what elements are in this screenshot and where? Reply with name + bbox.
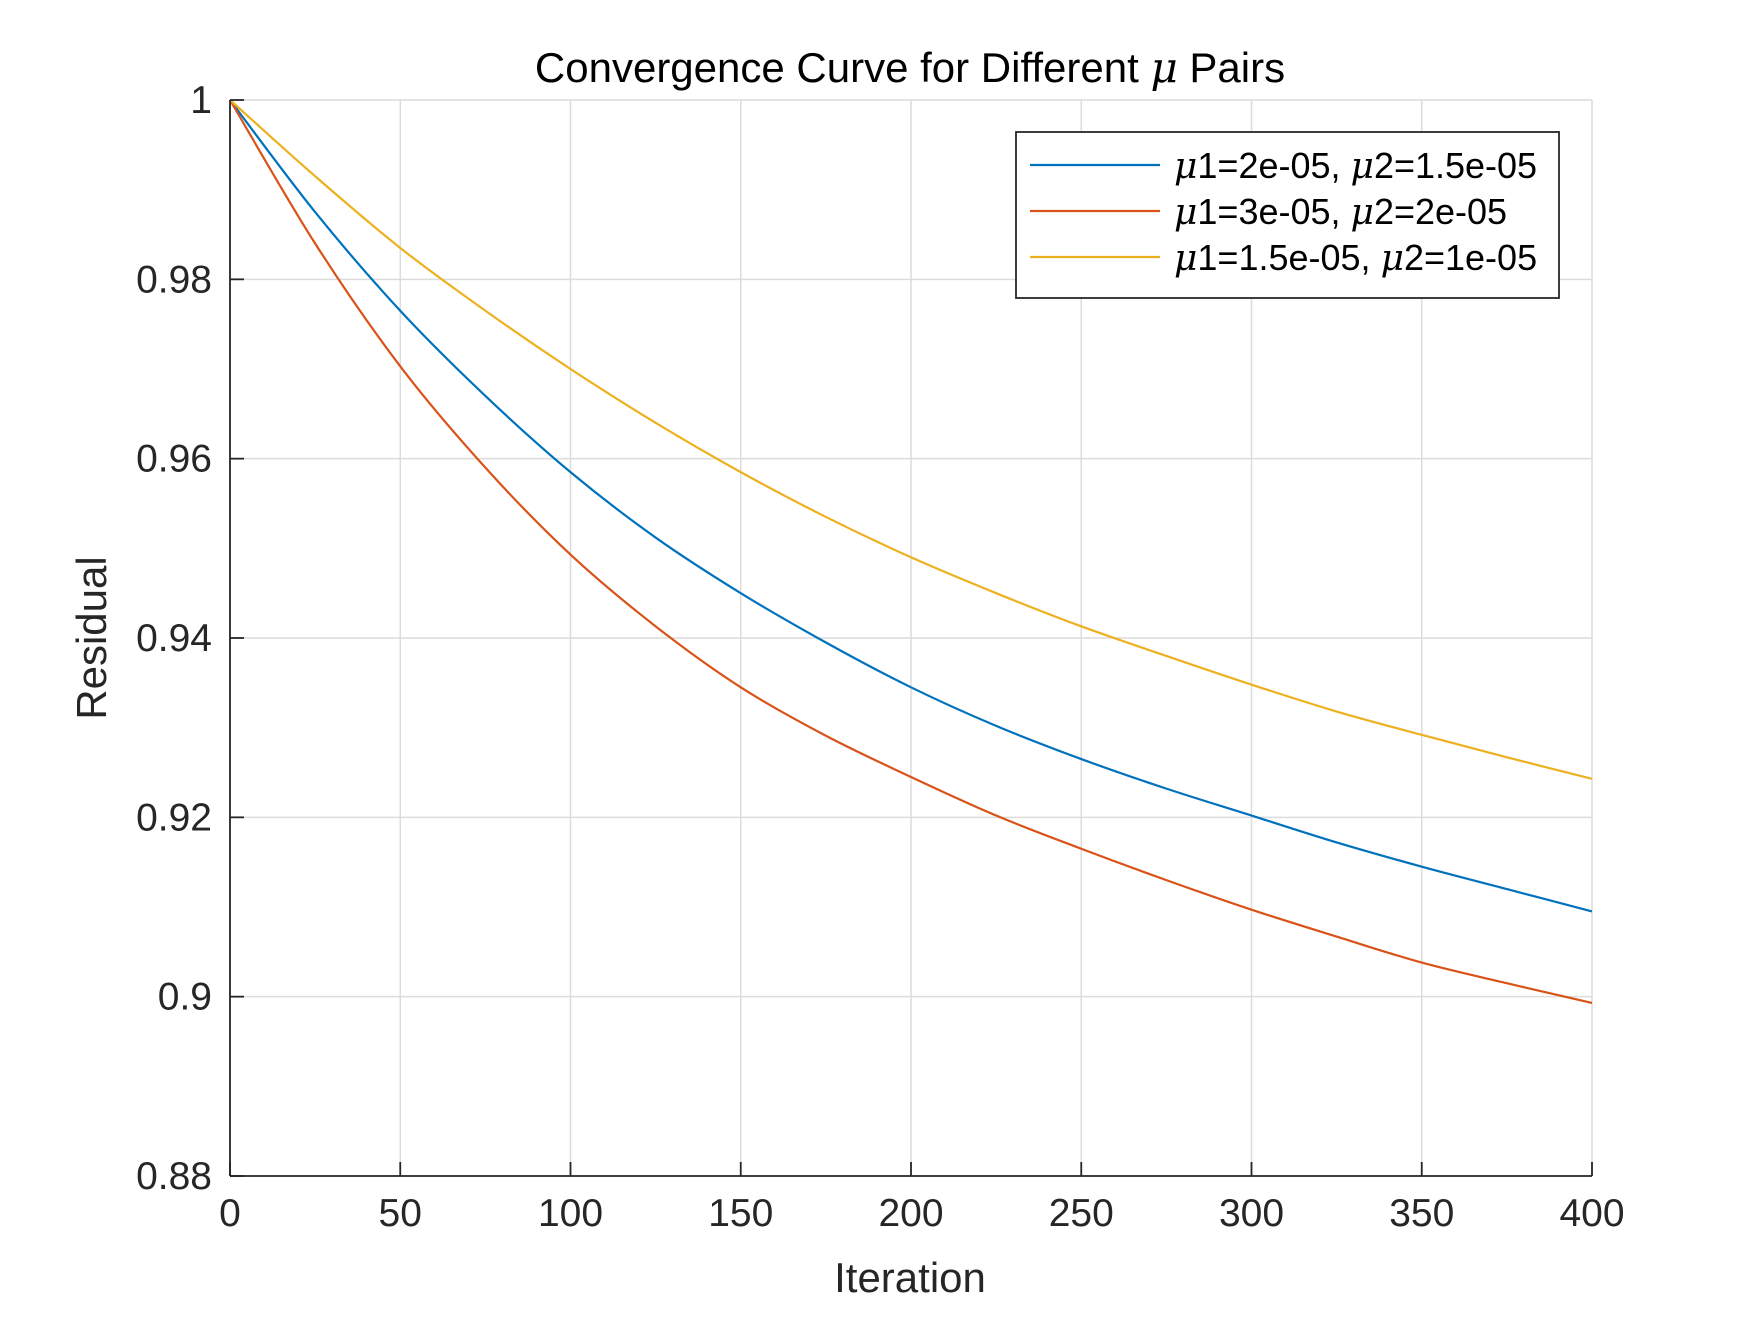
- legend-box: [1015, 131, 1560, 299]
- x-tick-label: 350: [1389, 1192, 1454, 1235]
- y-tick-label: 0.92: [136, 796, 212, 839]
- x-axis-label: Iteration: [834, 1254, 986, 1301]
- legend-label-3: μ1=1.5e-05, μ2=1e-05: [1174, 237, 1537, 279]
- legend-label-part: 2=2e-05: [1374, 191, 1507, 232]
- series-line-1: [229, 99, 1593, 913]
- series-line-3: [229, 99, 1593, 780]
- y-tick-label: 0.9: [158, 976, 212, 1019]
- legend-label-part: μ: [1351, 192, 1374, 233]
- chart-title-prefix: Convergence Curve for Different: [535, 44, 1151, 91]
- legend-label-part: 1=3e-05,: [1197, 191, 1350, 232]
- legend-label-part: 1=1.5e-05,: [1197, 237, 1380, 278]
- legend-label-2: μ1=3e-05, μ2=2e-05: [1174, 191, 1507, 233]
- legend-label-part: μ: [1351, 146, 1374, 187]
- legend-label-part: μ: [1174, 238, 1197, 279]
- x-tick-label: 250: [1049, 1192, 1114, 1235]
- y-tick-label: 0.96: [136, 438, 212, 481]
- legend-label-1: μ1=2e-05, μ2=1.5e-05: [1174, 145, 1537, 187]
- x-tick-label: 150: [708, 1192, 773, 1235]
- legend-label-part: μ: [1381, 238, 1404, 279]
- x-tick-label: 400: [1559, 1192, 1624, 1235]
- legend-label-part: μ: [1174, 192, 1197, 233]
- legend-label-part: 1=2e-05,: [1197, 145, 1350, 186]
- y-tick-label: 0.98: [136, 258, 212, 301]
- tick-marks: [229, 99, 1593, 1177]
- y-tick-labels: 0.88 0.9 0.92 0.94 0.96 0.98 1: [136, 79, 212, 1198]
- legend-label-part: μ: [1174, 146, 1197, 187]
- legend-label-part: 2=1.5e-05: [1374, 145, 1537, 186]
- x-tick-labels: 0 50 100 150 200 250 300 350 400: [219, 1192, 1624, 1235]
- y-tick-label: 0.94: [136, 617, 212, 660]
- x-tick-label: 100: [538, 1192, 603, 1235]
- series-lines: [229, 99, 1593, 1005]
- series-line-2: [229, 99, 1593, 1005]
- y-tick-label: 1: [190, 79, 212, 122]
- x-tick-label: 0: [219, 1192, 241, 1235]
- legend-label-part: 2=1e-05: [1404, 237, 1537, 278]
- chart-title-suffix: Pairs: [1178, 44, 1285, 91]
- y-tick-label: 0.88: [136, 1155, 212, 1198]
- chart-title-symbol: μ: [1150, 43, 1177, 92]
- x-tick-label: 200: [878, 1192, 943, 1235]
- x-tick-label: 50: [379, 1192, 422, 1235]
- y-axis-label: Residual: [68, 556, 115, 719]
- chart-title: Convergence Curve for Different μ Pairs: [535, 43, 1285, 92]
- x-tick-label: 300: [1219, 1192, 1284, 1235]
